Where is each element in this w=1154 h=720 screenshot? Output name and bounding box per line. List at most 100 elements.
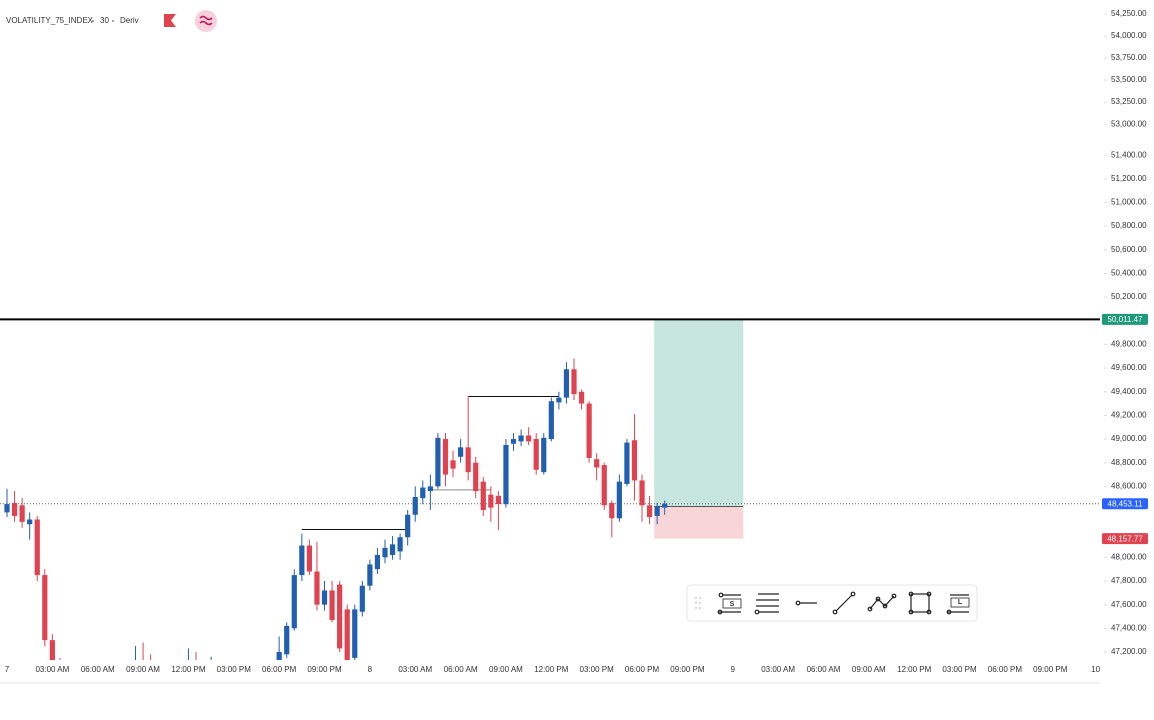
channel-tool[interactable] [754, 593, 779, 615]
candle-body [88, 690, 93, 697]
candle-body [209, 674, 214, 682]
trend-line-tool[interactable] [832, 591, 856, 615]
y-tick-label: 53,000.00 [1111, 119, 1147, 128]
candle-body [389, 544, 396, 555]
candle-body [488, 494, 494, 508]
candle-body [465, 447, 471, 473]
y-tick-label: 51,000.00 [1111, 198, 1147, 207]
candle-body [329, 590, 335, 621]
candle-body [533, 439, 539, 470]
candle-body [526, 435, 532, 442]
candle-body [125, 682, 130, 688]
flag-icon[interactable] [164, 14, 176, 27]
candle-body [34, 519, 40, 576]
y-tick-label: 48,600.00 [1111, 481, 1147, 490]
x-tick-label: 10 [1091, 665, 1100, 674]
candle-body [367, 564, 373, 586]
x-tick-label: 06:00 AM [807, 665, 841, 674]
short-label: S [730, 601, 735, 608]
y-tick-label: 47,200.00 [1111, 647, 1147, 656]
x-tick-label: 03:00 AM [35, 665, 69, 674]
candle-body [178, 680, 183, 687]
stop-zone [654, 506, 744, 539]
interval: 30 [100, 16, 109, 25]
y-tick-label: 50,800.00 [1111, 221, 1147, 230]
long-label: L [958, 599, 963, 606]
x-tick-label: 03:00 PM [217, 665, 252, 674]
x-tick-label: 03:00 AM [398, 665, 432, 674]
candle-body [344, 609, 350, 660]
polyline-tool[interactable] [867, 593, 897, 612]
x-tick-label: 06:00 AM [444, 665, 478, 674]
rectangle-tool[interactable] [908, 591, 932, 615]
x-tick-label: 06:00 AM [81, 665, 115, 674]
axes: 54,250.00 54,000.00 53,750.00 53,500.00 53,2… [5, 9, 1148, 674]
candle-body [314, 571, 320, 605]
candle-body [563, 369, 570, 398]
candle-body [65, 676, 70, 688]
candle-body [382, 547, 388, 558]
y-tick-label: 53,750.00 [1111, 53, 1147, 62]
candle-body [201, 678, 206, 683]
candle-body [480, 481, 486, 511]
price-badge-label: 48,157.77 [1107, 534, 1143, 543]
candle-body [654, 506, 660, 516]
candle-body [148, 676, 153, 678]
x-tick-label: 09:00 PM [670, 665, 705, 674]
x-tick-label: 12:00 PM [897, 665, 932, 674]
candle-body [578, 391, 585, 404]
x-tick-label: 9 [731, 665, 736, 674]
y-tick-label: 51,200.00 [1111, 174, 1147, 183]
candle-body [503, 444, 509, 505]
candle-body [450, 460, 456, 469]
price-badge [1102, 498, 1148, 510]
y-tick-label: 54,000.00 [1111, 31, 1147, 40]
x-tick-label: 06:00 PM [988, 665, 1023, 674]
x-tick-label: 03:00 PM [580, 665, 615, 674]
candle-body [420, 487, 426, 499]
x-tick-label: 03:00 AM [761, 665, 795, 674]
candle-body [631, 440, 638, 481]
source: Deriv [120, 16, 139, 25]
candle-body [291, 575, 297, 629]
candle-body [254, 676, 259, 682]
indicator-icon[interactable] [195, 10, 217, 32]
candle-body [306, 545, 312, 572]
candle-body [518, 435, 524, 442]
y-tick-label: 50,600.00 [1111, 245, 1147, 254]
x-tick-label: 09:00 AM [126, 665, 160, 674]
short-position-tool[interactable] [717, 592, 742, 615]
candle-body [601, 465, 607, 506]
x-tick-label: 09:00 PM [307, 665, 342, 674]
ray-tool[interactable] [795, 600, 817, 606]
symbol: VOLATILITY_75_INDEX [6, 16, 94, 25]
long-position-tool[interactable] [946, 594, 970, 615]
target-zone [654, 319, 744, 507]
y-tick-label: 49,200.00 [1111, 410, 1147, 419]
candle-body [427, 486, 433, 492]
candle-body [510, 439, 517, 444]
candle-body [224, 680, 229, 687]
x-tick-label: 7 [5, 665, 10, 674]
candle-body [186, 673, 191, 680]
candle-body [49, 640, 55, 660]
candle-body [412, 497, 418, 515]
x-tick-label: 06:00 PM [625, 665, 660, 674]
plot [0, 318, 1100, 697]
candle-body [397, 537, 403, 552]
candle-body [541, 437, 547, 473]
y-tick-label: 53,500.00 [1111, 75, 1147, 84]
candle-body [11, 502, 18, 516]
candle-body [442, 439, 449, 475]
candle-body [647, 505, 653, 518]
header: VOLATILITY_75_INDEX 30 Deriv [6, 10, 217, 32]
candle-body [19, 505, 25, 522]
candle-body [374, 554, 381, 570]
x-tick-label: 09:00 PM [1033, 665, 1068, 674]
y-tick-label: 47,400.00 [1111, 623, 1147, 632]
candle-body [359, 585, 365, 612]
candle-body [662, 503, 668, 508]
candle-body [556, 397, 562, 403]
candle-body [639, 480, 645, 506]
